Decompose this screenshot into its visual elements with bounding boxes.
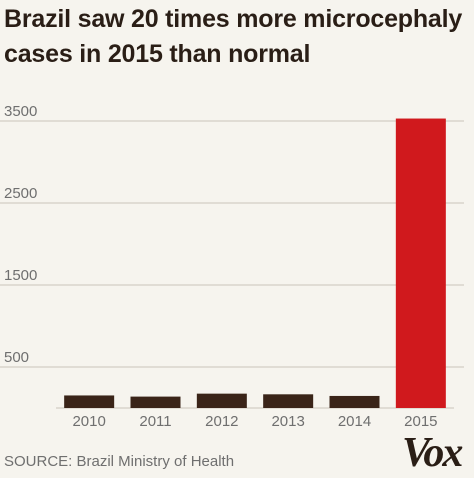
y-tick-label-3500: 3500 <box>4 103 37 120</box>
x-tick-label-2014: 2014 <box>338 413 371 430</box>
y-tick-label-2500: 2500 <box>4 185 37 202</box>
bar-2011 <box>130 396 181 408</box>
vox-logo: Vox <box>402 430 463 476</box>
x-tick-label-2010: 2010 <box>72 413 105 430</box>
bar-2010 <box>64 395 115 408</box>
chart-title: Brazil saw 20 times more microcephaly ca… <box>4 5 463 68</box>
x-tick-label-2013: 2013 <box>271 413 304 430</box>
x-tick-label-2015: 2015 <box>404 413 437 430</box>
bar-2015 <box>395 118 446 408</box>
bar-2012 <box>196 393 247 408</box>
bar-2013 <box>263 394 314 408</box>
x-tick-label-2011: 2011 <box>139 413 171 430</box>
x-tick-label-2012: 2012 <box>205 413 238 430</box>
y-tick-label-1500: 1500 <box>4 267 37 284</box>
y-tick-label-500: 500 <box>4 349 29 366</box>
source-note: SOURCE: Brazil Ministry of Health <box>4 453 235 470</box>
bar-2014 <box>329 395 380 408</box>
